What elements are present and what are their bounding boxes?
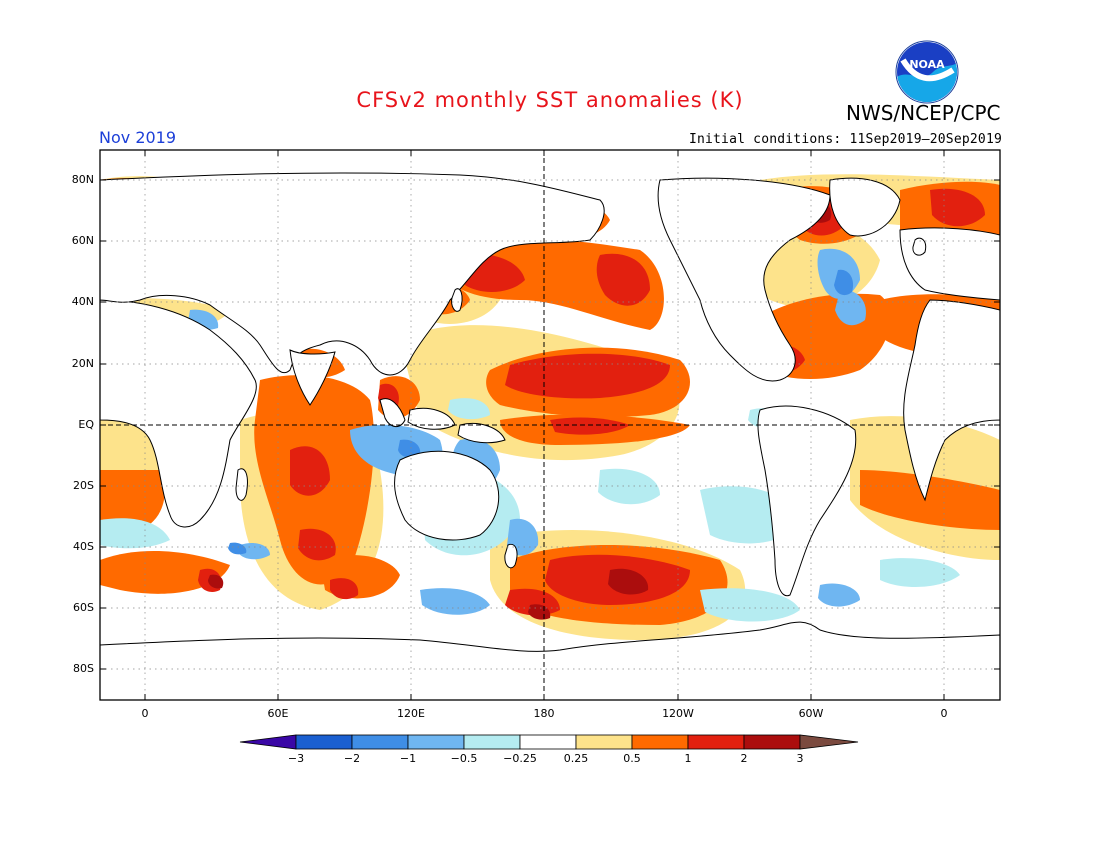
lat-label-eq: EQ (78, 418, 94, 431)
colorbar-swatch (743, 734, 801, 750)
lat-label-60s: 60S (73, 601, 94, 614)
colorbar-label: −1 (399, 752, 417, 765)
lat-label-80s: 80S (73, 662, 94, 675)
colorbar-label: 0.5 (623, 752, 641, 765)
lat-label-60n: 60N (71, 234, 94, 247)
lat-label-40n: 40N (71, 295, 94, 308)
colorbar-swatch (407, 734, 465, 750)
lon-label-0: 0 (141, 707, 149, 720)
lon-label-0-right: 0 (940, 707, 948, 720)
colorbar-swatch (631, 734, 689, 750)
colorbar-label: 2 (740, 752, 748, 765)
lon-label-60e: 60E (267, 707, 289, 720)
colorbar-label: −2 (343, 752, 361, 765)
colorbar-label: −3 (287, 752, 305, 765)
lon-label-60w: 60W (798, 707, 824, 720)
colorbar-swatch (687, 734, 745, 750)
lat-label-20s: 20S (73, 479, 94, 492)
colorbar-label: −0.5 (450, 752, 478, 765)
colorbar-swatch (463, 734, 521, 750)
colorbar (239, 734, 859, 750)
agency-label: NWS/NCEP/CPC (846, 101, 1001, 125)
strong-cool-anomaly-areas (228, 269, 854, 555)
lon-label-180: 180 (533, 707, 555, 720)
lon-label-120w: 120W (662, 707, 694, 720)
colorbar-swatch (575, 734, 633, 750)
colorbar-swatch (351, 734, 409, 750)
colorbar-label: 1 (684, 752, 692, 765)
lat-label-40s: 40S (73, 540, 94, 553)
equator-dateline (100, 150, 1000, 700)
colorbar-label: −0.25 (503, 752, 537, 765)
noaa-logo-icon: NOAA (895, 40, 959, 104)
logo-text: NOAA (909, 58, 945, 71)
colorbar-swatch (239, 734, 297, 750)
lon-label-120e: 120E (397, 707, 425, 720)
colorbar-label: 0.25 (563, 752, 589, 765)
axis-ticks (100, 150, 1000, 700)
forecast-period: Nov 2019 (99, 128, 177, 147)
chart-title: CFSv2 monthly SST anomalies (K) (356, 88, 744, 112)
lat-label-80n: 80N (71, 173, 94, 186)
colorbar-swatch (519, 734, 577, 750)
colorbar-label: 3 (796, 752, 804, 765)
land-outlines (100, 172, 1000, 700)
colorbar-swatch (799, 734, 859, 750)
lat-label-20n: 20N (71, 357, 94, 370)
colorbar-swatch (295, 734, 353, 750)
initial-conditions: Initial conditions: 11Sep2019–20Sep2019 (688, 132, 1002, 147)
